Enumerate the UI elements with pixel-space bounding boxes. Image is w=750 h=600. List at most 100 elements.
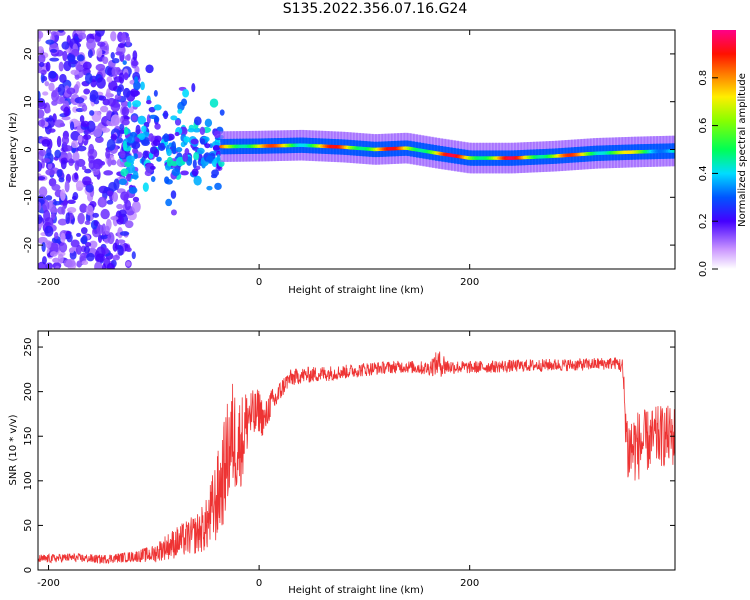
colorbar-tick-label: 0.4 — [698, 165, 709, 181]
spectrogram-speckle — [103, 187, 111, 192]
spectrogram-speckle — [38, 30, 44, 39]
spectrogram-speckle — [125, 173, 132, 182]
spectrogram-speckle — [58, 177, 65, 183]
spectrogram-speckle — [78, 32, 87, 40]
spectrogram-speckle — [95, 253, 106, 263]
spectrogram-speckle — [67, 206, 77, 214]
spectrogram-speckle — [162, 110, 169, 120]
spectrogram-speckle — [97, 41, 106, 47]
spectrogram-speckle — [190, 138, 199, 145]
spectrogram-speckle — [126, 155, 135, 163]
spectrogram-speckle — [170, 115, 178, 121]
spectrogram-speckle — [187, 127, 195, 133]
spectrogram-speckle — [125, 261, 131, 267]
spectrogram-speckle — [196, 147, 205, 155]
colorbar-gradient — [712, 30, 736, 269]
spectrogram-speckle — [38, 214, 43, 225]
spectrogram-speckle — [69, 212, 74, 220]
spectrogram-speckle — [87, 49, 93, 59]
spectrogram-speckle — [170, 190, 177, 199]
spectrogram-speckle — [180, 170, 189, 176]
spectrogram-speckle — [134, 76, 139, 84]
spectrogram-speckle — [49, 48, 58, 53]
spectrogram-speckle — [111, 57, 120, 64]
spectrogram-speckle — [38, 53, 46, 64]
spectrogram-speckle — [49, 251, 58, 257]
spectrogram-speckle — [84, 220, 91, 226]
spectrogram-speckle — [127, 101, 132, 108]
spectrogram-speckle — [98, 95, 107, 101]
spectrogram-speckle — [111, 66, 119, 77]
spectrogram-speckle — [74, 172, 79, 180]
spectrogram-speckle — [95, 63, 106, 72]
spectrogram-speckle — [148, 152, 154, 159]
spectrogram-speckle — [44, 225, 54, 237]
spectrogram-speckle — [67, 199, 76, 204]
spectrogram-speckle — [100, 127, 111, 133]
spectrogram-speckle — [131, 60, 139, 67]
spectrogram-speckle — [154, 123, 161, 130]
snr-line — [38, 351, 675, 565]
spectrogram-speckle — [166, 148, 172, 157]
spectrogram-speckle — [121, 119, 130, 126]
spectrogram-speckle — [106, 190, 114, 196]
spectrogram-speckle — [153, 148, 160, 158]
spectrogram-speckle — [119, 231, 130, 236]
spectrogram-speckle — [116, 87, 122, 96]
spectrogram-speckle — [165, 198, 173, 207]
spectrogram-x-tick-label: 200 — [460, 277, 479, 288]
spectrogram-speckle — [45, 195, 53, 201]
spectrogram-speckle — [120, 191, 130, 201]
spectrogram-speckle — [70, 69, 80, 75]
spectrogram-speckle — [121, 31, 126, 43]
colorbar-tick-label: 0.0 — [698, 261, 709, 277]
spectrogram-speckle — [79, 203, 88, 213]
snr-frame — [37, 330, 676, 571]
spectrogram-y-tick-label: 10 — [23, 95, 34, 108]
spectrogram-speckle — [61, 41, 70, 50]
spectrogram-speckle — [38, 109, 45, 119]
spectrogram-speckle — [127, 136, 135, 144]
spectrogram-speckle — [132, 50, 138, 61]
spectrogram-speckle — [100, 105, 109, 113]
spectrogram-speckle — [84, 72, 93, 84]
spectrogram-speckle — [204, 143, 211, 149]
spectrogram-speckle — [94, 261, 103, 269]
spectrogram-speckle — [117, 245, 124, 256]
spectrogram-speckle — [45, 61, 51, 72]
spectrogram-speckle — [48, 70, 57, 79]
snr-y-tick-label: 250 — [23, 338, 34, 357]
spectrogram-speckle — [122, 87, 131, 98]
spectrogram-speckle — [39, 149, 47, 157]
spectrogram-speckle — [128, 186, 138, 194]
spectrogram-speckle — [124, 220, 134, 229]
spectrogram-speckle — [61, 205, 66, 215]
spectrogram-speckle — [38, 62, 45, 68]
spectrogram-speckle — [57, 83, 65, 96]
spectrogram-speckle — [81, 104, 88, 112]
spectrogram-speckle — [182, 152, 189, 162]
spectrogram-speckle — [61, 135, 70, 145]
spectrogram-speckle — [54, 265, 60, 269]
spectrogram-speckle — [58, 30, 64, 33]
spectrogram-speckle — [83, 245, 90, 254]
snr-y-tick-label: 0 — [23, 567, 34, 573]
spectrogram-ridge-cell — [672, 149, 675, 153]
spectrogram-speckle — [117, 43, 126, 48]
spectrogram-speckle — [40, 72, 45, 84]
spectrogram-x-tick-label: -200 — [37, 277, 60, 288]
spectrogram-speckle — [60, 232, 66, 243]
spectrogram-speckle — [124, 199, 132, 211]
spectrogram-speckle — [193, 175, 202, 186]
spectrogram-speckle — [100, 208, 110, 220]
colorbar: 0.0 0.2 0.4 0.6 0.8 Normalized spectral ampl… — [698, 30, 748, 277]
spectrogram-speckle — [76, 244, 82, 255]
spectrogram-speckle — [50, 31, 58, 36]
spectrogram-speckle — [69, 121, 75, 131]
spectrogram-speckle — [79, 115, 85, 123]
spectrogram-speckle — [212, 144, 221, 151]
spectrogram-speckle — [104, 225, 110, 235]
spectrogram-speckle — [81, 260, 89, 266]
spectrogram-speckle — [38, 102, 47, 110]
spectrogram-speckle — [183, 136, 190, 143]
